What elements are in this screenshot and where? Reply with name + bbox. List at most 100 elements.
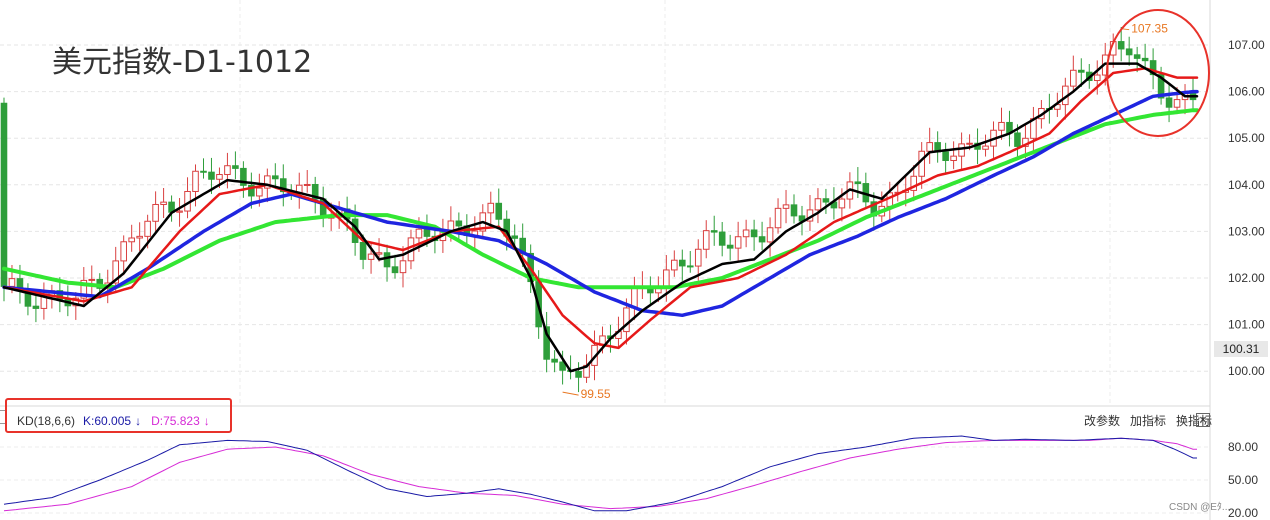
candle-body [33,306,39,308]
candle-body [193,171,199,191]
candle-body [839,199,845,208]
candle-body [161,202,167,204]
candle-body [743,230,749,237]
candle-body [759,237,765,242]
candle-body [424,229,430,236]
candle-body [1134,55,1140,59]
candle-body [719,232,725,245]
candle-body [488,203,494,213]
close-icon[interactable]: × [1196,413,1210,427]
candle-body [983,146,989,149]
candle-body [783,205,789,208]
candle-body [927,143,933,152]
candle-body [919,151,925,176]
price-axis: 107.00 106.00 105.00 104.00 103.00 102.00 101.… [1228,38,1265,378]
candle-body [360,242,366,259]
candle-body [89,279,95,280]
chart-title: 美元指数-D1-1012 [52,45,312,80]
candle-body [959,144,965,156]
candle-body [233,166,239,169]
price-tick-label: 103.00 [1228,224,1265,238]
candle-body [1,103,7,286]
candle-body [951,156,957,160]
candle-body [687,266,693,267]
candle-body [695,249,701,266]
candle-body [791,205,797,216]
kd-d-value: D:75.823 [151,414,200,428]
candle-body [257,188,263,196]
kd-gridlines [0,447,1210,513]
price-tick-label: 107.00 [1228,38,1265,52]
candle-body [368,254,374,259]
kd-tick-label: 80.00 [1228,440,1258,454]
kd-axis: 80.00 50.00 20.00 [1228,440,1258,520]
candle-body [177,211,183,212]
candle-body [145,221,151,236]
annotation-leader [563,392,579,395]
price-tick-label: 102.00 [1228,271,1265,285]
candle-body [703,231,709,250]
candle-body [448,221,454,231]
candle-body [679,260,685,266]
candle-body [576,371,582,377]
candle-body [751,230,757,237]
candle-body [672,260,678,270]
candle-body [624,308,630,332]
candle-body [201,171,207,172]
candle-body [137,236,143,238]
change-params-button[interactable]: 改参数 [1084,412,1120,429]
candle-body [967,143,973,144]
price-tick-label: 101.00 [1228,318,1265,332]
candle-body [1078,70,1084,72]
kd-legend: KD(18,6,6) K:60.005 ↓ D:75.823 ↓ [17,412,210,430]
kd-tick-label: 20.00 [1228,506,1258,520]
kd-tick-label: 50.00 [1228,473,1258,487]
candle-body [121,242,127,261]
candle-body [552,359,558,362]
candle-body [416,229,422,238]
d-down-arrow-icon: ↓ [204,414,210,428]
ma-line-red [4,68,1197,348]
price-tick-label: 106.00 [1228,85,1265,99]
annotation-label: 107.35 [1131,22,1168,36]
candle-body [943,152,949,161]
candle-body [1071,70,1077,86]
candle-body [304,184,310,185]
candle-body [1166,98,1172,107]
kd-indicator-name[interactable]: KD(18,6,6) [17,414,75,428]
candle-body [273,176,279,179]
candle-body [999,122,1005,130]
candle-body [664,270,670,287]
candle-body [1118,42,1124,49]
candle-body [1015,133,1021,146]
candle-body [400,261,406,273]
candle-body [1174,100,1180,108]
add-indicator-button[interactable]: 加指标 [1130,412,1166,429]
ma-line-blue [4,92,1197,316]
price-tick-label: 105.00 [1228,131,1265,145]
candle-body [153,204,159,221]
candle-body [727,245,733,248]
candle-body [209,172,215,179]
annotation-label: 99.55 [581,387,611,401]
candle-body [823,199,829,202]
current-price-tag: 100.31 [1214,341,1268,357]
candle-body [384,253,390,267]
candle-body [1142,58,1148,60]
candle-body [456,221,462,226]
candle-body [392,267,398,273]
candle-body [9,279,15,287]
candle-body [855,182,861,184]
candle-body [775,208,781,227]
candle-body [711,231,717,232]
k-down-arrow-icon: ↓ [135,414,141,428]
candlesticks [1,27,1196,392]
candle-body [735,237,741,248]
candle-body [217,175,223,180]
candle-body [376,253,382,254]
candle-body [1094,75,1100,80]
candle-body [815,199,821,210]
kd-d-line [4,438,1197,511]
candle-body [496,203,502,219]
kd-actions: 改参数 加指标 换指标 [1084,412,1212,429]
